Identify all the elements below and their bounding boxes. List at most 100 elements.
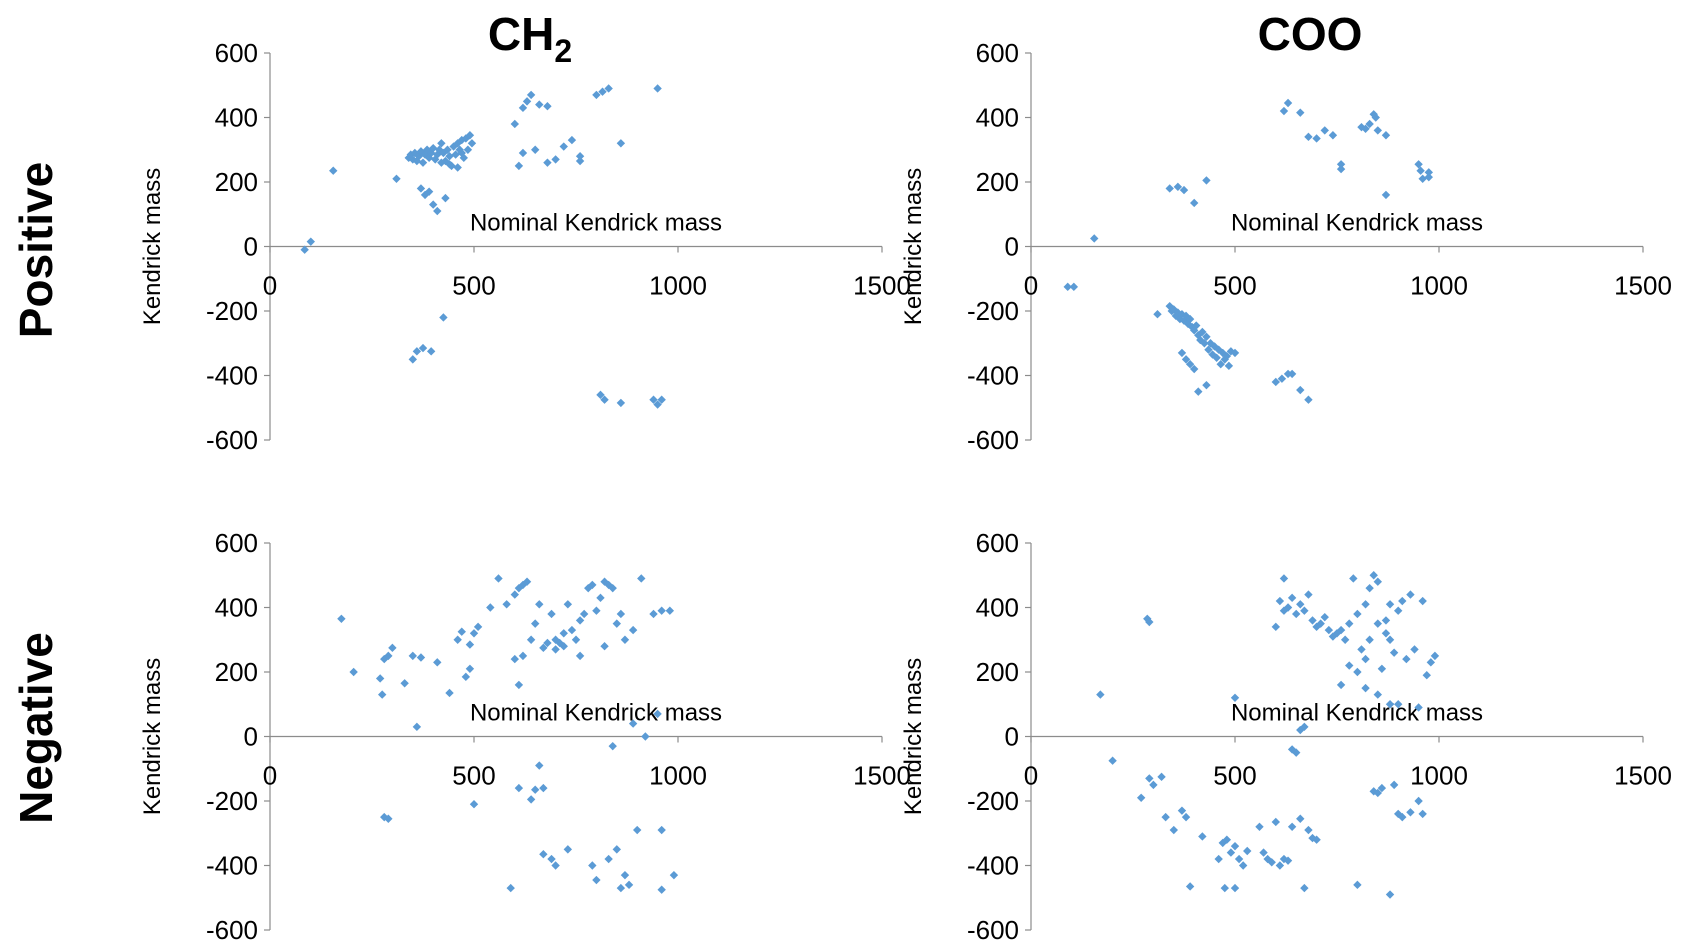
data-point — [437, 158, 446, 167]
data-point — [1230, 348, 1240, 358]
data-point — [429, 200, 438, 209]
y-tick-label: -400 — [206, 851, 258, 881]
y-tick-label: -400 — [967, 361, 1019, 391]
data-point — [1145, 617, 1154, 627]
data-point — [445, 688, 454, 698]
data-point — [467, 139, 477, 148]
data-point — [1304, 825, 1313, 835]
data-point — [665, 606, 675, 615]
data-point — [1328, 632, 1338, 641]
data-point — [1287, 822, 1297, 831]
data-point — [1185, 882, 1195, 891]
data-point — [1279, 606, 1289, 615]
data-point — [1410, 645, 1419, 654]
x-tick-label: 1000 — [1410, 761, 1468, 791]
data-point — [563, 845, 573, 854]
data-point — [1373, 126, 1382, 135]
data-point — [1157, 772, 1166, 782]
data-point — [669, 870, 679, 880]
data-point — [1336, 680, 1346, 690]
data-point — [1179, 185, 1189, 195]
y-tick-label: -200 — [206, 786, 258, 816]
y-tick-label: -400 — [206, 361, 258, 391]
data-point — [445, 152, 454, 161]
data-point — [384, 651, 393, 661]
data-point — [1398, 812, 1407, 822]
y-tick-label: 200 — [215, 167, 258, 197]
data-point — [510, 119, 519, 129]
data-point — [1336, 160, 1346, 169]
data-point — [551, 155, 560, 164]
data-point — [604, 854, 613, 864]
data-point — [1304, 395, 1313, 404]
data-point — [1361, 124, 1370, 133]
data-point — [429, 143, 438, 153]
data-point — [1422, 671, 1431, 680]
data-point — [1394, 700, 1403, 709]
y-tick-label: -600 — [206, 425, 258, 455]
data-point — [637, 574, 646, 583]
data-point — [1373, 788, 1382, 798]
data-point — [547, 609, 556, 619]
data-point — [526, 635, 536, 644]
data-point — [418, 343, 428, 353]
data-point — [535, 600, 544, 609]
data-point — [457, 627, 466, 636]
data-point — [400, 679, 409, 688]
data-point — [1259, 848, 1268, 857]
data-point — [1292, 748, 1301, 757]
data-point — [657, 885, 666, 894]
data-point — [424, 153, 434, 163]
data-point — [1198, 327, 1207, 337]
data-point — [1230, 883, 1240, 893]
data-point — [547, 854, 556, 864]
data-point — [1210, 342, 1219, 351]
x-tick-label: 500 — [1213, 271, 1256, 301]
data-point — [453, 635, 462, 644]
data-point — [1377, 783, 1387, 793]
data-point — [1371, 113, 1380, 122]
data-point — [1365, 635, 1374, 644]
data-point — [1177, 310, 1187, 319]
data-point — [653, 709, 662, 719]
data-point — [1255, 822, 1264, 831]
data-point — [1190, 198, 1199, 208]
data-point — [1177, 348, 1187, 358]
data-point — [1230, 693, 1240, 702]
data-point — [551, 861, 560, 870]
x-tick-label: 1500 — [1614, 761, 1672, 791]
data-point — [1279, 106, 1289, 116]
data-point — [1418, 809, 1427, 819]
data-point — [551, 645, 560, 654]
data-point — [506, 883, 515, 893]
data-point — [1353, 609, 1362, 619]
data-point — [1212, 353, 1221, 362]
x-tick-label: 0 — [263, 761, 277, 791]
data-point — [416, 653, 426, 662]
data-point — [526, 90, 536, 100]
data-point — [1418, 174, 1427, 183]
data-point — [1145, 774, 1154, 783]
data-point — [616, 139, 626, 148]
data-point — [422, 145, 432, 154]
data-point — [575, 152, 585, 161]
data-point — [1296, 600, 1305, 609]
data-point — [518, 148, 528, 158]
data-point — [596, 593, 605, 603]
x-tick-label: 500 — [1213, 761, 1256, 791]
data-point — [624, 880, 634, 890]
data-point — [1277, 374, 1287, 383]
data-point — [375, 674, 385, 683]
y-tick-label: 0 — [1005, 722, 1019, 752]
data-point — [514, 161, 524, 171]
data-point — [1263, 854, 1272, 864]
data-point — [1377, 664, 1387, 673]
x-tick-label: 0 — [1024, 761, 1038, 791]
data-point — [588, 861, 597, 870]
y-tick-label: -600 — [967, 425, 1019, 455]
data-point — [1216, 360, 1225, 369]
data-point — [1361, 683, 1370, 693]
data-point — [531, 145, 540, 154]
data-point — [1300, 883, 1309, 893]
data-point — [531, 785, 540, 794]
